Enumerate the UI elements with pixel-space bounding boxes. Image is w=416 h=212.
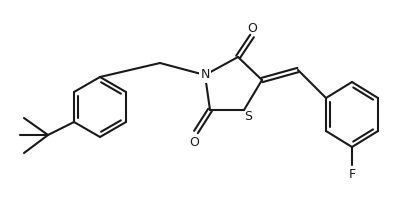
Text: F: F [349, 167, 356, 180]
Text: S: S [244, 110, 252, 124]
Text: N: N [201, 68, 210, 81]
Text: O: O [247, 21, 257, 35]
Text: O: O [189, 135, 199, 148]
